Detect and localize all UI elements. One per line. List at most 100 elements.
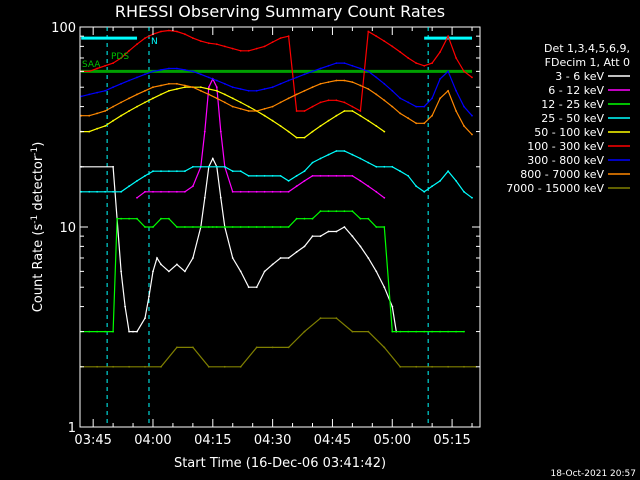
series-7-point bbox=[391, 105, 394, 108]
series-0-point bbox=[367, 257, 370, 259]
series-6-point bbox=[160, 69, 162, 71]
series-5-point bbox=[287, 35, 290, 38]
series-4-point bbox=[375, 125, 378, 127]
series-1-point bbox=[215, 86, 218, 89]
x-tick-label: 04:45 bbox=[314, 433, 351, 448]
series-6-point bbox=[215, 79, 218, 82]
series-6-point bbox=[287, 79, 290, 82]
series-1-point bbox=[255, 190, 258, 193]
series-4-point bbox=[287, 130, 290, 133]
series-6-point bbox=[88, 93, 91, 96]
series-4-point bbox=[263, 114, 266, 117]
series-6-point bbox=[176, 67, 178, 70]
series-6-point bbox=[431, 97, 433, 100]
series-0-point bbox=[124, 305, 126, 308]
series-5-point bbox=[255, 47, 258, 50]
series-7-point bbox=[455, 110, 457, 112]
series-line-0 bbox=[81, 157, 397, 333]
series-7-point bbox=[120, 101, 122, 104]
x-tick-label: 05:00 bbox=[374, 433, 411, 448]
series-line-3 bbox=[81, 150, 473, 199]
series-2-point bbox=[383, 226, 386, 228]
series-4-point bbox=[359, 114, 362, 117]
series-5-point bbox=[391, 45, 394, 48]
series-7-point bbox=[223, 101, 226, 104]
series-8-point bbox=[207, 365, 210, 368]
series-6-point bbox=[144, 73, 146, 76]
series-7-point bbox=[327, 81, 330, 83]
series-5-point bbox=[207, 42, 210, 45]
series-3-point bbox=[199, 165, 202, 168]
series-2-point bbox=[439, 330, 441, 333]
series-0-point bbox=[319, 235, 322, 238]
series-5-point bbox=[176, 30, 178, 33]
series-1-point bbox=[271, 190, 274, 193]
series-7-point bbox=[367, 88, 370, 90]
series-5-point bbox=[311, 105, 314, 108]
series-4-point bbox=[271, 119, 274, 122]
series-1-point bbox=[343, 175, 346, 177]
legend-label: 25 - 50 keV bbox=[541, 112, 604, 125]
series-2-point bbox=[152, 226, 154, 228]
axis-group: 03:45 04:00 04:15 04:30 04:45 05:00 05:15 1 10 10… bbox=[51, 21, 480, 448]
series-6-point bbox=[184, 69, 186, 71]
series-0-point bbox=[160, 263, 162, 266]
series-1-point bbox=[136, 196, 138, 199]
series-7-point bbox=[247, 110, 250, 112]
series-7-point bbox=[144, 89, 146, 92]
series-6-point bbox=[327, 64, 330, 67]
series-1-point bbox=[160, 190, 162, 193]
series-4-point bbox=[319, 125, 322, 127]
series-8-point bbox=[192, 346, 194, 349]
series-4-point bbox=[128, 110, 131, 112]
y-axis-label: Count Rate (s-1 detector-1) bbox=[30, 142, 46, 313]
series-6-point bbox=[247, 89, 250, 92]
annotation-pds: PDS bbox=[111, 52, 129, 62]
series-3-point bbox=[343, 150, 346, 152]
series-7-point bbox=[335, 79, 338, 82]
series-4-point bbox=[231, 97, 234, 100]
series-7-point bbox=[168, 82, 170, 85]
series-6-point bbox=[319, 67, 322, 70]
series-1-point bbox=[184, 190, 186, 193]
series-2-point bbox=[144, 226, 146, 228]
series-3-point bbox=[367, 161, 370, 164]
series-3-point bbox=[471, 196, 473, 199]
series-5-point bbox=[247, 49, 250, 52]
series-8-point bbox=[463, 365, 465, 368]
legend-label: 300 - 800 keV bbox=[527, 154, 604, 167]
series-3-point bbox=[215, 165, 218, 168]
series-4-point bbox=[215, 89, 218, 92]
series-5-point bbox=[423, 64, 426, 67]
series-2-point bbox=[128, 217, 131, 220]
series-6-point bbox=[279, 82, 282, 85]
series-0-point bbox=[168, 270, 170, 273]
y-axis-label-main: Count Rate (s bbox=[31, 224, 46, 313]
series-7-point bbox=[271, 105, 274, 108]
series-8-point bbox=[255, 346, 258, 349]
series-2-point bbox=[116, 217, 118, 220]
series-7-point bbox=[239, 107, 242, 110]
x-axis-label: Start Time (16-Dec-06 03:41:42) bbox=[174, 456, 386, 471]
series-5-point bbox=[215, 43, 218, 46]
series-3-point bbox=[423, 190, 426, 193]
series-2-point bbox=[255, 226, 258, 228]
x-tick-label: 04:30 bbox=[254, 433, 291, 448]
series-3-point bbox=[439, 180, 441, 182]
series-4-point bbox=[223, 93, 226, 96]
series-line-5 bbox=[81, 29, 473, 112]
series-3-point bbox=[184, 170, 186, 173]
series-5-point bbox=[319, 101, 322, 104]
series-7-point bbox=[351, 81, 354, 83]
series-3-point bbox=[136, 180, 138, 182]
series-7-point bbox=[399, 112, 402, 115]
series-7-point bbox=[215, 97, 218, 100]
legend-label: 100 - 300 keV bbox=[527, 140, 604, 153]
series-7-point bbox=[136, 93, 138, 96]
series-0-point bbox=[132, 330, 134, 333]
series-2-point bbox=[455, 330, 457, 333]
series-5-point bbox=[343, 101, 346, 104]
series-8-point bbox=[399, 365, 402, 368]
series-1-point bbox=[176, 190, 178, 193]
